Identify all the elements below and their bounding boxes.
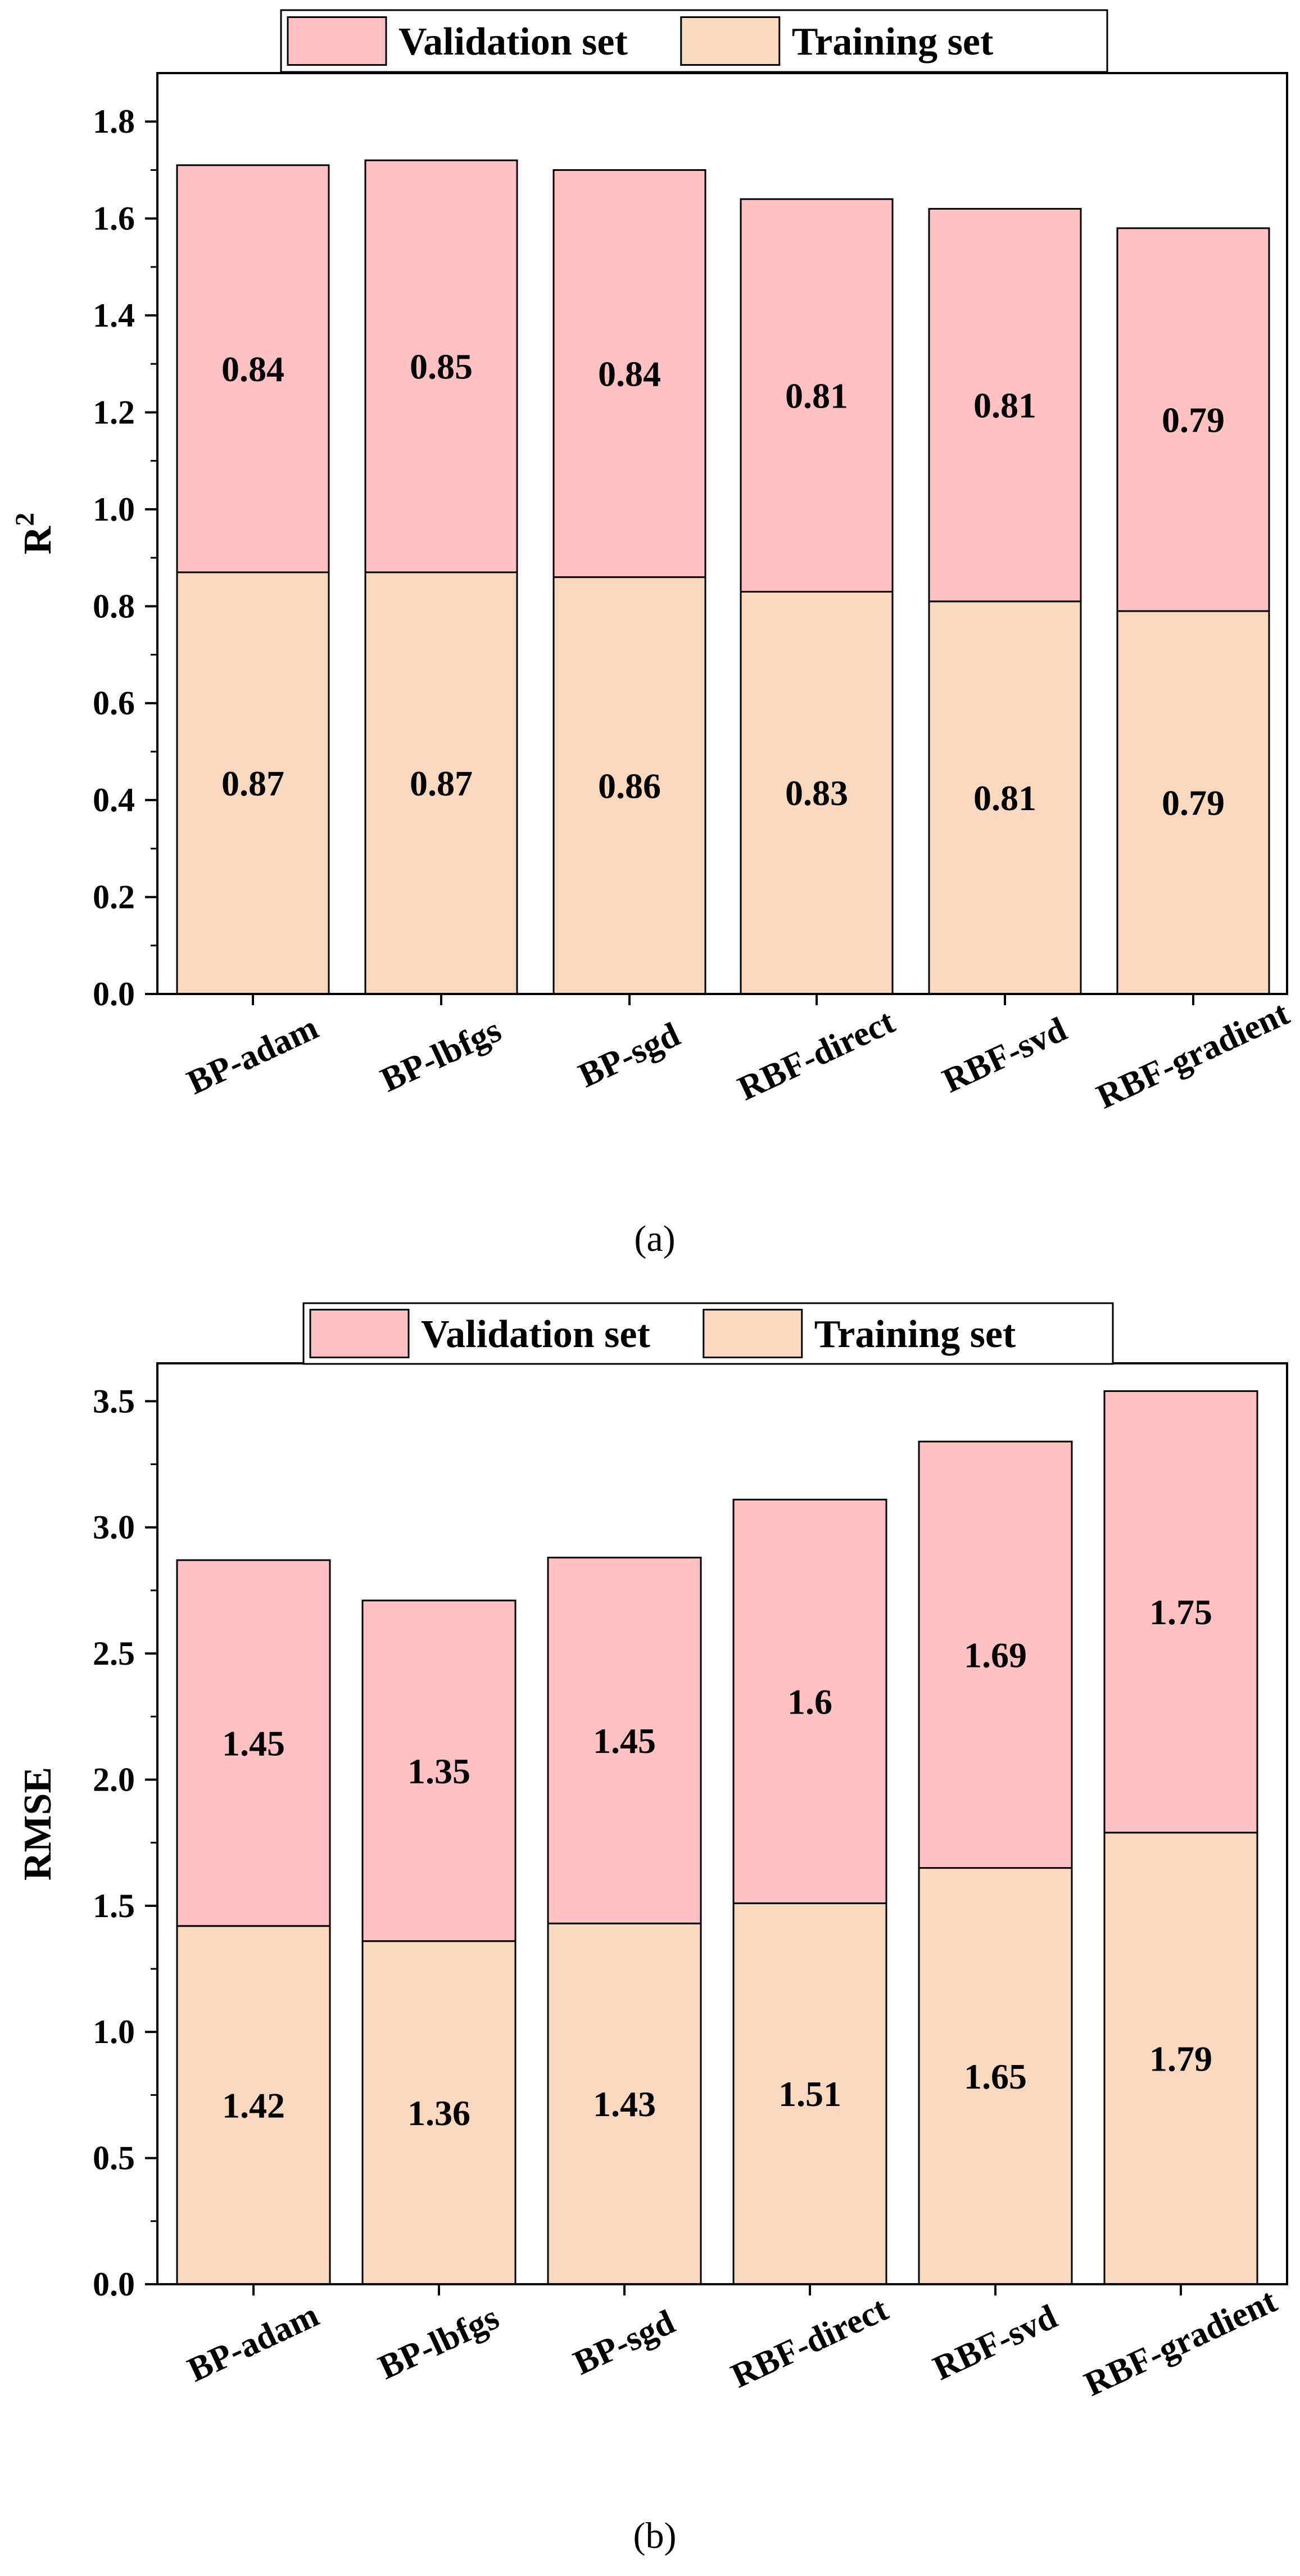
y-tick-label: 2.0 bbox=[93, 1761, 135, 1798]
legend-label-validation-set: Validation set bbox=[398, 20, 628, 64]
y-tick-label: 1.2 bbox=[93, 394, 135, 431]
bar-training-bp-sgd bbox=[552, 576, 706, 995]
chart-panel-a: 0.87 0.84 BP-adam 0.87 0.85 BP-lbfgs 0.86 0.84 B… bbox=[10, 9, 1295, 1259]
legend-label-training-set: Training set bbox=[792, 20, 993, 64]
y-tick-label: 1.5 bbox=[93, 1887, 135, 1924]
y-tick-label: 3.0 bbox=[93, 1509, 135, 1546]
bar-validation-rbf-direct bbox=[740, 198, 894, 593]
x-tick-label-bp-lbfgs: BP-lbfgs bbox=[373, 2298, 505, 2387]
y-tick-label: 3.5 bbox=[93, 1382, 135, 1420]
y-axis-title-text: R bbox=[16, 525, 60, 554]
data-label-validation-bp-lbfgs: 0.85 bbox=[410, 347, 473, 387]
data-label-training-rbf-direct: 1.51 bbox=[778, 2074, 841, 2114]
bar-validation-rbf-gradient bbox=[1116, 227, 1270, 612]
bar-validation-rbf-direct bbox=[732, 1498, 887, 1904]
data-label-validation-rbf-gradient: 1.75 bbox=[1149, 1592, 1212, 1632]
x-tick-label-bp-sgd: BP-sgd bbox=[568, 2303, 680, 2383]
bar-validation-bp-adam bbox=[176, 1559, 331, 1927]
bar-validation-bp-adam bbox=[176, 164, 330, 573]
x-tick-label-bp-sgd: BP-sgd bbox=[573, 1015, 685, 1095]
x-tick-label-rbf-direct: RBF-direct bbox=[732, 1002, 901, 1108]
bar-validation-bp-lbfgs bbox=[364, 159, 518, 573]
data-label-training-bp-lbfgs: 1.36 bbox=[407, 2093, 470, 2133]
legend: Validation set Training set bbox=[302, 1302, 1114, 1365]
x-tick-label-bp-lbfgs: BP-lbfgs bbox=[375, 1011, 507, 1100]
y-tick-label: 1.8 bbox=[93, 103, 135, 140]
x-tick-label-rbf-svd: RBF-svd bbox=[937, 1010, 1072, 1101]
y-tick-label: 1.0 bbox=[93, 491, 135, 528]
y-axis-title-text: RMSE bbox=[16, 1767, 60, 1881]
y-tick-label: 0.2 bbox=[93, 879, 135, 916]
x-tick-label-rbf-gradient: RBF-gradient bbox=[1091, 994, 1295, 1117]
x-tick-label-rbf-svd: RBF-svd bbox=[927, 2298, 1063, 2388]
data-label-validation-rbf-direct: 1.6 bbox=[787, 1682, 832, 1721]
bar-validation-rbf-gradient bbox=[1103, 1390, 1258, 1834]
y-axis-title: R2 bbox=[10, 513, 60, 555]
y-tick-label: 2.5 bbox=[93, 1635, 135, 1672]
data-label-validation-bp-sgd: 1.45 bbox=[593, 1721, 656, 1761]
bar-validation-bp-sgd bbox=[547, 1557, 702, 1924]
data-label-training-bp-sgd: 0.86 bbox=[598, 766, 661, 806]
data-label-training-rbf-gradient: 1.79 bbox=[1149, 2039, 1212, 2078]
legend-label-training-set: Training set bbox=[814, 1313, 1016, 1356]
x-tick-label-bp-adam: BP-adam bbox=[182, 2296, 325, 2389]
data-label-training-bp-lbfgs: 0.87 bbox=[410, 763, 473, 803]
y-tick-label: 0.0 bbox=[93, 975, 135, 1013]
plot-frame bbox=[156, 72, 1288, 995]
bar-training-bp-adam bbox=[176, 571, 330, 995]
y-axis-title: RMSE bbox=[16, 1767, 60, 1881]
data-label-training-bp-adam: 1.42 bbox=[222, 2085, 285, 2125]
y-axis-title-superscript: 2 bbox=[10, 513, 40, 526]
panel-label: (b) bbox=[633, 2515, 677, 2556]
bar-validation-rbf-svd bbox=[928, 207, 1082, 603]
data-label-training-rbf-direct: 0.83 bbox=[785, 773, 848, 813]
bar-training-bp-adam bbox=[176, 1925, 331, 2285]
bar-training-rbf-direct bbox=[732, 1902, 887, 2285]
data-label-training-bp-adam: 0.87 bbox=[221, 763, 284, 803]
chart-panel-b: 1.42 1.45 BP-adam 1.36 1.35 BP-lbfgs 1.43 1.45 B… bbox=[16, 1302, 1288, 2556]
bar-validation-rbf-svd bbox=[918, 1440, 1073, 1869]
legend: Validation set Training set bbox=[280, 9, 1108, 73]
data-label-training-rbf-svd: 1.65 bbox=[964, 2057, 1027, 2096]
x-tick-label-bp-adam: BP-adam bbox=[182, 1009, 324, 1102]
data-label-training-bp-sgd: 1.43 bbox=[593, 2084, 656, 2124]
y-tick-label: 1.0 bbox=[93, 2013, 135, 2050]
data-label-validation-bp-sgd: 0.84 bbox=[598, 354, 661, 394]
data-label-validation-bp-adam: 0.84 bbox=[221, 349, 284, 389]
legend-swatch-validation-set bbox=[309, 1309, 410, 1358]
legend-swatch-training-set bbox=[680, 16, 781, 66]
legend-swatch-training-set bbox=[703, 1309, 803, 1358]
bar-validation-bp-sgd bbox=[552, 169, 706, 579]
data-label-validation-rbf-gradient: 0.79 bbox=[1162, 400, 1225, 440]
data-label-validation-rbf-svd: 0.81 bbox=[973, 386, 1036, 426]
legend-swatch-validation-set bbox=[287, 16, 387, 66]
y-tick-label: 1.4 bbox=[93, 297, 135, 334]
y-tick-label: 0.5 bbox=[93, 2140, 135, 2177]
legend-label-validation-set: Validation set bbox=[421, 1313, 650, 1356]
data-label-training-rbf-svd: 0.81 bbox=[973, 778, 1036, 818]
bar-training-bp-lbfgs bbox=[361, 1940, 517, 2285]
y-tick-label: 0.0 bbox=[93, 2266, 135, 2303]
data-label-validation-rbf-direct: 0.81 bbox=[785, 376, 848, 415]
panel-label: (a) bbox=[634, 1218, 675, 1259]
data-label-validation-rbf-svd: 1.69 bbox=[964, 1635, 1027, 1675]
y-tick-label: 0.8 bbox=[93, 587, 135, 625]
y-tick-label: 0.6 bbox=[93, 685, 135, 722]
data-label-training-rbf-gradient: 0.79 bbox=[1162, 783, 1225, 822]
bar-training-bp-sgd bbox=[547, 1922, 702, 2285]
bar-training-rbf-gradient bbox=[1116, 610, 1270, 995]
data-label-validation-bp-lbfgs: 1.35 bbox=[407, 1751, 470, 1791]
data-label-validation-bp-adam: 1.45 bbox=[222, 1723, 285, 1763]
bar-training-rbf-svd bbox=[918, 1867, 1073, 2285]
bar-training-rbf-gradient bbox=[1103, 1832, 1258, 2285]
y-tick-label: 1.6 bbox=[93, 200, 135, 237]
x-tick-label-rbf-direct: RBF-direct bbox=[726, 2290, 894, 2396]
y-tick-label: 0.4 bbox=[93, 781, 135, 819]
x-tick-label-rbf-gradient: RBF-gradient bbox=[1079, 2281, 1283, 2404]
bar-validation-bp-lbfgs bbox=[361, 1599, 517, 1942]
